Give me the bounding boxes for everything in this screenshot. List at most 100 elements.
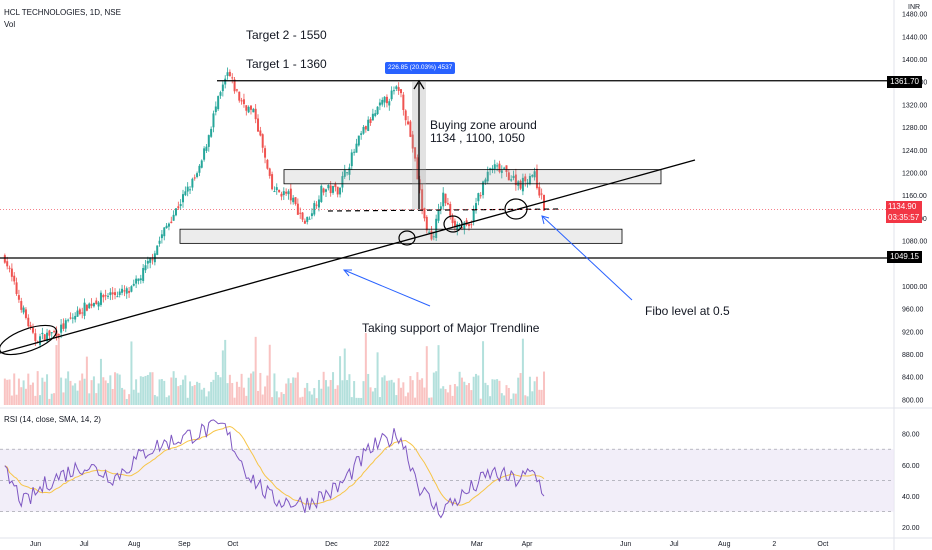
rsi-tick-label: 60.00 xyxy=(902,463,920,470)
candle-body xyxy=(496,165,499,167)
rsi-tick-label: 80.00 xyxy=(902,432,920,439)
candle-body xyxy=(165,225,168,229)
candle-body xyxy=(524,176,527,182)
candle-body xyxy=(439,206,442,210)
volume-bar xyxy=(191,386,194,405)
volume-bar xyxy=(388,380,391,405)
volume-bar xyxy=(371,391,374,405)
candle-body xyxy=(231,77,234,79)
volume-bar xyxy=(496,379,499,405)
volume-bar xyxy=(245,395,248,405)
volume-bar xyxy=(46,374,49,405)
volume-bar xyxy=(226,383,229,405)
volume-bar xyxy=(442,386,445,405)
candle-body xyxy=(41,332,44,335)
candle-body xyxy=(400,89,403,94)
measure-arrow-head xyxy=(413,79,425,90)
volume-bar xyxy=(15,394,18,405)
volume-bar xyxy=(179,385,182,405)
time-tick-label: Jun xyxy=(30,541,41,548)
volume-bar xyxy=(421,378,424,405)
volume-bar xyxy=(521,338,524,405)
volume-bar xyxy=(402,382,405,405)
volume-bar xyxy=(224,339,227,405)
candle-body xyxy=(538,186,541,196)
candle-body xyxy=(186,186,189,192)
candle-body xyxy=(432,236,435,238)
candle-body xyxy=(99,292,102,305)
candle-body xyxy=(13,275,16,282)
volume-bar xyxy=(400,387,403,405)
volume-bar xyxy=(423,387,426,405)
volume-bar xyxy=(149,372,152,405)
candle-body xyxy=(423,208,426,219)
candle-body xyxy=(392,90,395,92)
candle-body xyxy=(346,172,349,174)
volume-bar xyxy=(324,380,327,405)
volume-bar xyxy=(475,373,478,405)
candle-body xyxy=(498,163,501,172)
volume-bar xyxy=(41,377,44,405)
volume-bar xyxy=(346,380,349,405)
volume-bar xyxy=(482,341,485,405)
candle-body xyxy=(341,176,344,188)
candle-body xyxy=(402,94,405,111)
time-tick-label: Mar xyxy=(471,541,484,548)
volume-bar xyxy=(142,376,145,405)
volume-bar xyxy=(174,377,177,405)
volume-bar xyxy=(465,385,468,405)
price-tick-label: 880.00 xyxy=(902,352,924,359)
volume-bar xyxy=(407,392,410,405)
candle-body xyxy=(526,182,529,184)
volume-bar xyxy=(212,379,215,405)
candles xyxy=(3,67,545,349)
candle-body xyxy=(472,209,475,223)
volume-bar xyxy=(196,381,199,405)
volume-bar xyxy=(102,377,105,405)
volume-bar xyxy=(257,390,260,405)
candle-body xyxy=(458,225,461,227)
volume-bar xyxy=(472,376,475,405)
volume-bar xyxy=(320,388,323,405)
candle-body xyxy=(470,224,473,226)
candle-body xyxy=(104,295,107,297)
volume-bar xyxy=(22,380,25,405)
candle-body xyxy=(135,278,138,284)
target2-annotation: Target 2 - 1550 xyxy=(246,28,327,42)
volume-bar xyxy=(278,397,281,405)
volume-bar xyxy=(177,386,180,405)
candle-body xyxy=(76,310,79,317)
volume-bar xyxy=(275,391,278,405)
candle-body xyxy=(376,106,379,115)
candle-body xyxy=(226,72,229,76)
candle-body xyxy=(224,78,227,85)
candle-body xyxy=(83,302,86,316)
volume-bar xyxy=(24,388,27,405)
volume-bar xyxy=(203,387,206,405)
volume-bar xyxy=(259,372,262,405)
candle-body xyxy=(479,195,482,197)
candle-body xyxy=(449,203,452,216)
volume-bar xyxy=(505,385,508,405)
candle-body xyxy=(97,302,100,307)
candle-body xyxy=(411,134,414,149)
time-tick-label: Jul xyxy=(80,541,89,548)
candle-body xyxy=(324,189,327,192)
currency-label: INR xyxy=(908,4,921,11)
volume-bar xyxy=(510,398,513,405)
volume-bar xyxy=(451,395,454,405)
candle-body xyxy=(198,165,201,173)
volume-bar xyxy=(3,378,6,405)
candle-body xyxy=(409,121,412,137)
candle-body xyxy=(404,110,407,121)
volume-bar xyxy=(271,397,274,405)
candle-body xyxy=(482,181,485,196)
candle-body xyxy=(371,113,374,121)
volume-bar xyxy=(334,388,337,405)
candle-body xyxy=(247,106,250,113)
volume-bar xyxy=(411,380,414,405)
volume-bar xyxy=(137,392,140,405)
volume-bar xyxy=(542,371,545,405)
volume-bar xyxy=(308,391,311,405)
